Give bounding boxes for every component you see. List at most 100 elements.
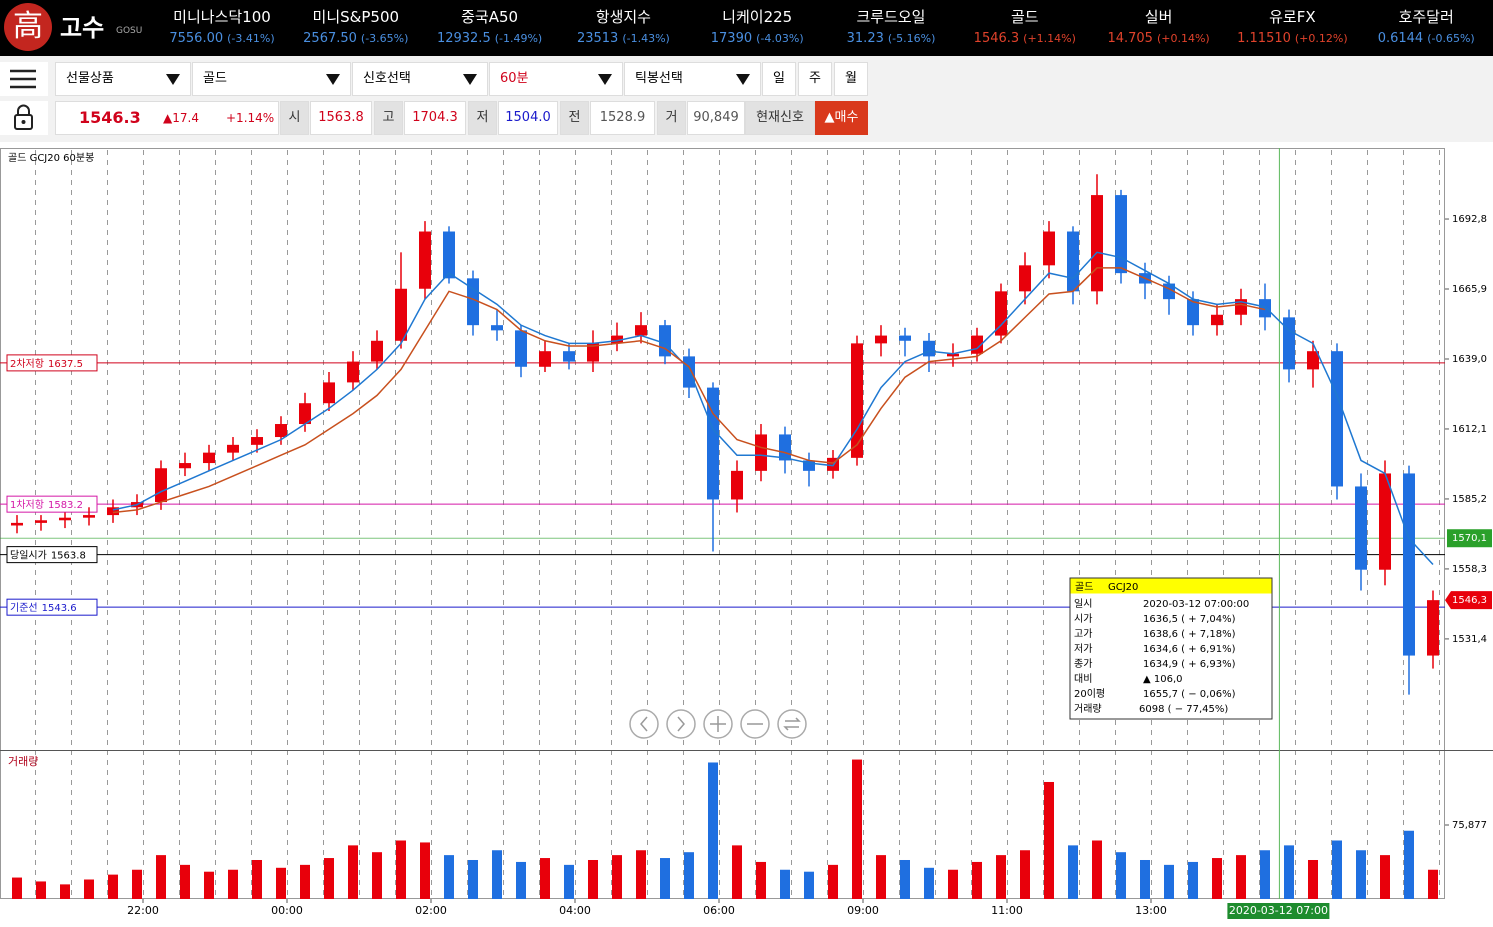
candle-body xyxy=(875,335,887,344)
candle-body xyxy=(587,343,599,362)
volume-bar xyxy=(60,884,70,899)
ticker[interactable]: 니케이225 17390 (-4.03%) xyxy=(690,6,824,46)
zoom-right[interactable] xyxy=(666,709,696,739)
volume-bar xyxy=(1020,850,1030,899)
logo-icon[interactable]: 高 xyxy=(4,3,52,51)
volume-bar xyxy=(84,879,94,899)
volume-bar xyxy=(396,840,406,899)
zoom-reset[interactable] xyxy=(777,709,807,739)
candle-body xyxy=(755,434,767,471)
candle-body xyxy=(563,351,575,362)
candle-body xyxy=(35,520,47,523)
candle-body xyxy=(419,231,431,289)
y-tick-label: 1585,2 xyxy=(1452,494,1487,505)
ticker[interactable]: 골드 1546.3 (+1.14%) xyxy=(958,6,1092,46)
moving-average xyxy=(112,251,1434,566)
period-button[interactable]: 일 xyxy=(762,62,796,96)
candle-body xyxy=(59,517,71,521)
volume-bar xyxy=(1404,830,1414,899)
x-tick-label: 11:00 xyxy=(991,904,1023,917)
level-label-box xyxy=(6,354,98,372)
ticker[interactable]: 실버 14.705 (+0.14%) xyxy=(1092,6,1226,46)
field-value: 1563.8 xyxy=(310,101,372,135)
volume-bar xyxy=(1356,850,1366,899)
volume-bar xyxy=(900,859,910,899)
level-name: 1차저항 xyxy=(10,499,44,511)
crosshair-label-box xyxy=(1227,903,1330,919)
menu-button[interactable] xyxy=(0,62,48,96)
ticker-change: (-3.41%) xyxy=(227,32,275,45)
candle-body xyxy=(179,463,191,469)
candle-body xyxy=(1355,486,1367,570)
zoom-left[interactable] xyxy=(629,709,659,739)
candle-body xyxy=(995,291,1007,336)
menu-icon xyxy=(10,69,36,89)
ticker[interactable]: 중국A50 12932.5 (-1.49%) xyxy=(423,6,557,46)
volume-bar xyxy=(1380,855,1390,899)
ticker[interactable]: 유로FX 1.11510 (+0.12%) xyxy=(1225,6,1359,46)
tooltip-symbol: GCJ20 xyxy=(1108,582,1138,593)
select[interactable]: 틱봉선택 xyxy=(624,62,761,96)
tooltip-value: 1638,6 ( + 7,18%) xyxy=(1143,629,1236,640)
quote-price: 1546.3 xyxy=(79,108,141,127)
ticker[interactable]: 미니나스닥100 7556.00 (-3.41%) xyxy=(155,6,289,46)
lock-button[interactable] xyxy=(0,101,48,135)
ticker-price: 7556.00 xyxy=(169,31,224,46)
volume-bar xyxy=(756,861,766,899)
zoom-controls xyxy=(629,709,807,739)
candle-body xyxy=(803,460,815,471)
select[interactable]: 골드 xyxy=(192,62,351,96)
level-right-label: 1570,1 xyxy=(1452,533,1487,544)
ticker-price: 17390 xyxy=(710,31,753,46)
candle-body xyxy=(323,382,335,404)
candle-body xyxy=(1427,600,1439,656)
ticker-name: 미니S&P500 xyxy=(312,8,400,26)
candle-body xyxy=(1115,195,1127,274)
toolbar: 선물상품 골드 신호선택 60분 틱봉선택 일 주 월 1546.3 ▲17.4 +1.14%… xyxy=(0,56,1493,142)
y-tick-label: 1692,8 xyxy=(1452,214,1487,225)
candle-body xyxy=(731,470,743,500)
candle-body xyxy=(779,434,791,461)
field-label: 거 xyxy=(657,101,686,135)
volume-bar xyxy=(1164,864,1174,899)
signal-button[interactable]: ▲매수 xyxy=(815,101,868,135)
period-button[interactable]: 주 xyxy=(798,62,832,96)
field-value: 1528.9 xyxy=(590,101,655,135)
volume-bar xyxy=(420,842,430,899)
field-label: 저 xyxy=(468,101,497,135)
level-label-box xyxy=(6,546,98,564)
ticker[interactable]: 미니S&P500 2567.50 (-3.65%) xyxy=(289,6,423,46)
level-value: 1637.5 xyxy=(48,359,83,370)
candle-body xyxy=(251,437,263,445)
volume-bar xyxy=(1236,855,1246,899)
ticker[interactable]: 크루드오일 31.23 (-5.16%) xyxy=(824,6,958,46)
volume-bar xyxy=(540,858,550,899)
ticker[interactable]: 항생지수 23513 (-1.43%) xyxy=(556,6,690,46)
tooltip-box xyxy=(1069,577,1273,720)
period-button[interactable]: 월 xyxy=(834,62,868,96)
ticker-quote: 7556.00 (-3.41%) xyxy=(155,31,289,46)
candle-body xyxy=(635,325,647,336)
ticker-quote: 12932.5 (-1.49%) xyxy=(423,31,557,46)
ticker-change: (+0.12%) xyxy=(1294,32,1348,45)
tooltip-value: 2020-03-12 07:00:00 xyxy=(1143,599,1249,610)
ticker-price: 23513 xyxy=(576,31,619,46)
select[interactable]: 선물상품 xyxy=(55,62,191,96)
candle-body xyxy=(443,231,455,279)
x-tick-label: 00:00 xyxy=(271,904,303,917)
select[interactable]: 60분 xyxy=(489,62,623,96)
candle-body xyxy=(371,340,383,362)
select[interactable]: 신호선택 xyxy=(352,62,488,96)
volume-bar xyxy=(972,861,982,899)
volume-bar xyxy=(732,845,742,899)
ticker[interactable]: 호주달러 0.6144 (-0.65%) xyxy=(1359,6,1493,46)
ticker-quote: 23513 (-1.43%) xyxy=(556,31,690,46)
volume-bar xyxy=(564,864,574,899)
tooltip-key: 시가 xyxy=(1074,613,1092,625)
volume-bar xyxy=(1308,859,1318,899)
volume-bar xyxy=(300,864,310,899)
ticker-price: 2567.50 xyxy=(303,31,357,46)
volume-bar xyxy=(948,869,958,899)
candle-body xyxy=(1091,195,1103,292)
